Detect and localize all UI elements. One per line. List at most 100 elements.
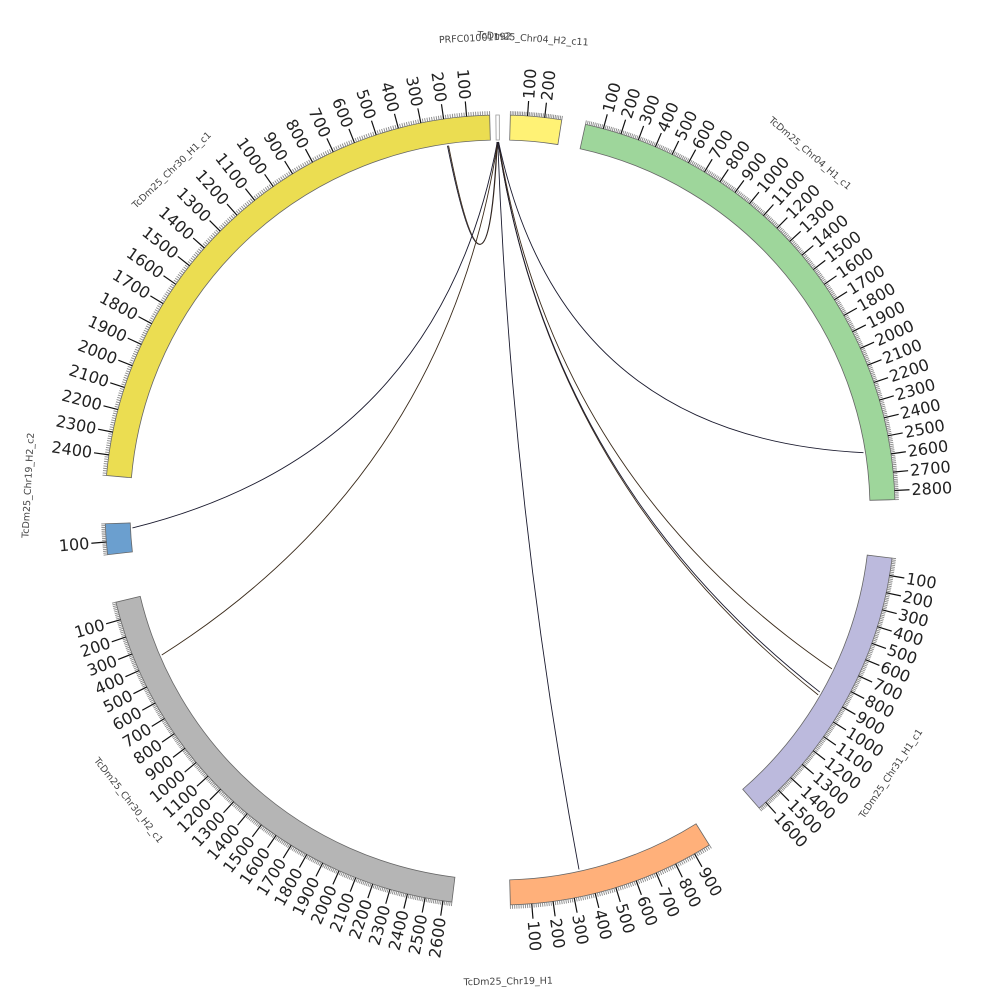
minor-tick [848,322,852,324]
minor-tick [342,144,344,148]
minor-tick [256,194,258,197]
minor-tick [693,162,695,165]
minor-tick [395,125,396,129]
minor-tick [890,446,894,447]
minor-tick [182,269,185,271]
minor-tick [589,895,590,899]
minor-tick [283,175,285,178]
minor-tick [334,147,336,151]
minor-tick [807,258,810,261]
minor-tick [233,214,236,217]
minor-tick [880,402,884,403]
minor-tick [438,116,439,120]
minor-tick [427,118,428,122]
minor-tick [883,608,887,609]
minor-tick [873,378,877,379]
minor-tick [302,853,304,856]
minor-tick [875,385,879,386]
major-tick [777,218,788,229]
minor-tick [105,457,109,458]
minor-tick [728,184,730,187]
minor-tick [147,324,151,326]
minor-tick [662,870,664,874]
minor-tick [619,130,620,134]
minor-tick [768,216,771,219]
minor-tick [856,337,860,339]
major-tick [735,180,744,192]
minor-tick [630,883,631,887]
minor-tick [323,864,325,868]
minor-tick [879,620,883,621]
minor-tick [836,301,839,303]
major-tick [349,129,355,143]
major-tick [603,114,607,128]
minor-tick [119,391,123,392]
minor-tick [180,745,183,747]
minor-tick [741,194,743,197]
minor-tick [153,314,156,316]
minor-tick [428,898,429,902]
minor-tick [666,868,668,872]
minor-tick [339,871,341,875]
minor-tick [364,135,365,139]
minor-tick [648,876,650,880]
minor-tick [269,185,271,188]
minor-tick [867,655,871,656]
minor-tick [351,876,352,880]
minor-tick [400,124,401,128]
minor-tick [358,879,359,883]
minor-tick [325,151,327,155]
minor-tick [881,404,885,405]
minor-tick [297,850,299,853]
minor-tick [654,874,656,878]
minor-tick [864,355,868,357]
minor-tick [305,162,307,165]
minor-tick [607,126,608,130]
minor-tick [717,177,719,180]
minor-tick [121,384,125,385]
minor-tick [195,252,198,255]
minor-tick [883,606,887,607]
minor-tick [755,205,758,208]
minor-tick [253,820,255,823]
minor-tick [323,152,325,156]
minor-tick [687,858,689,862]
minor-tick [672,866,674,870]
minor-tick [888,433,892,434]
minor-tick [578,897,579,901]
minor-tick [658,872,660,876]
major-tick [532,904,533,919]
minor-tick [137,674,141,676]
minor-tick [858,342,862,344]
minor-tick [324,865,326,869]
minor-tick [319,862,321,866]
minor-tick [612,889,613,893]
minor-tick [885,419,889,420]
major-tick [465,101,466,116]
minor-tick [876,630,880,631]
minor-tick [576,898,577,902]
minor-tick [306,855,308,858]
tick-label: 2800 [911,478,953,499]
minor-tick [378,886,379,890]
tick-label: 400 [377,80,403,114]
minor-tick [883,413,887,414]
minor-tick [887,428,891,429]
minor-tick [659,145,661,149]
minor-tick [166,292,169,294]
minor-tick [873,379,877,380]
minor-tick [604,891,605,895]
minor-tick [742,195,744,198]
minor-tick [622,886,623,890]
major-tick [833,722,846,730]
minor-tick [650,141,652,145]
segment-PRFC01 [496,115,499,140]
minor-tick [130,659,134,661]
minor-tick [836,718,839,720]
minor-tick [255,821,257,824]
links-layer [132,142,863,869]
minor-tick [231,215,234,218]
minor-tick [700,851,702,854]
minor-tick [133,353,137,355]
minor-tick [891,567,895,568]
